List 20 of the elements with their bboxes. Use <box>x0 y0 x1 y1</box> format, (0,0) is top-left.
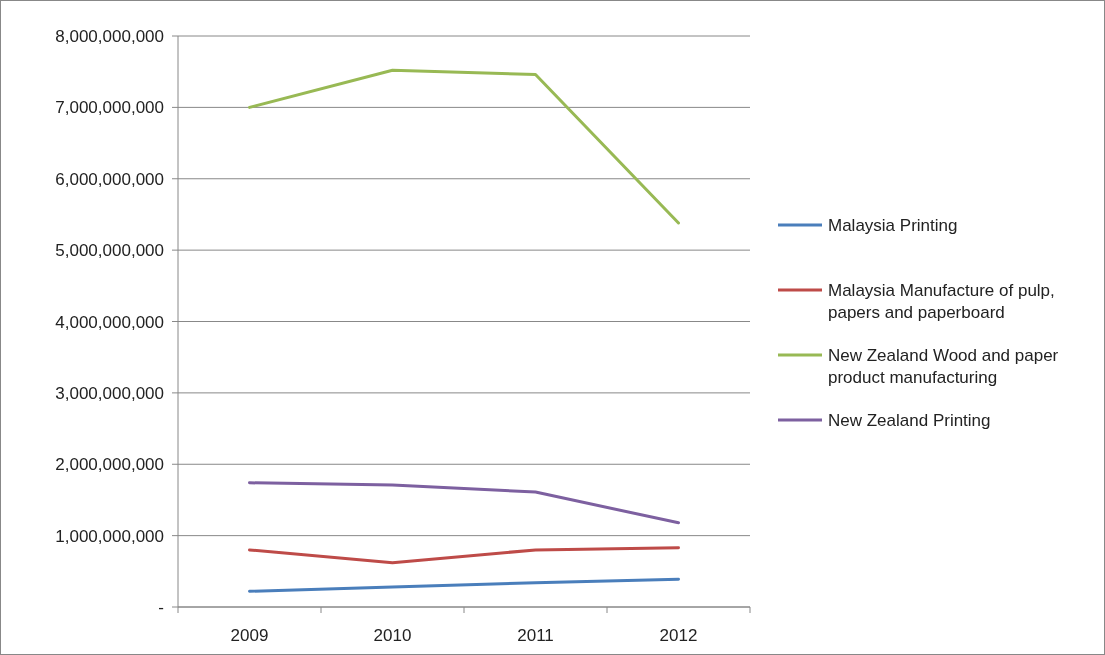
y-tick-label: 5,000,000,000 <box>55 241 164 261</box>
y-tick-label: - <box>158 598 164 617</box>
x-tick-label: 2011 <box>517 626 554 645</box>
legend-label: Malaysia Printing <box>828 216 958 235</box>
y-tick-label: 2,000,000,000 <box>55 455 164 475</box>
legend-label: New Zealand Printing <box>828 411 991 430</box>
x-tick-label: 2010 <box>373 626 412 645</box>
y-tick-label: 7,000,000,000 <box>55 98 164 118</box>
y-tick-label: 1,000,000,000 <box>55 526 164 546</box>
line-series <box>248 68 680 225</box>
line-series <box>248 481 680 525</box>
y-tick-label: 8,000,000,000 <box>55 27 164 46</box>
x-tick-label: 2009 <box>230 626 269 645</box>
y-tick-label: 4,000,000,000 <box>55 312 164 332</box>
x-tick-label: 2012 <box>659 626 698 645</box>
line-series <box>248 577 680 593</box>
y-tick-label: 6,000,000,000 <box>55 169 164 189</box>
legend-label: Malaysia Manufacture of pulp, papers and paperboard <box>828 281 1055 322</box>
y-tick-label: 3,000,000,000 <box>55 383 164 403</box>
legend-label: New Zealand Wood and paper product manufacturing <box>828 346 1059 387</box>
